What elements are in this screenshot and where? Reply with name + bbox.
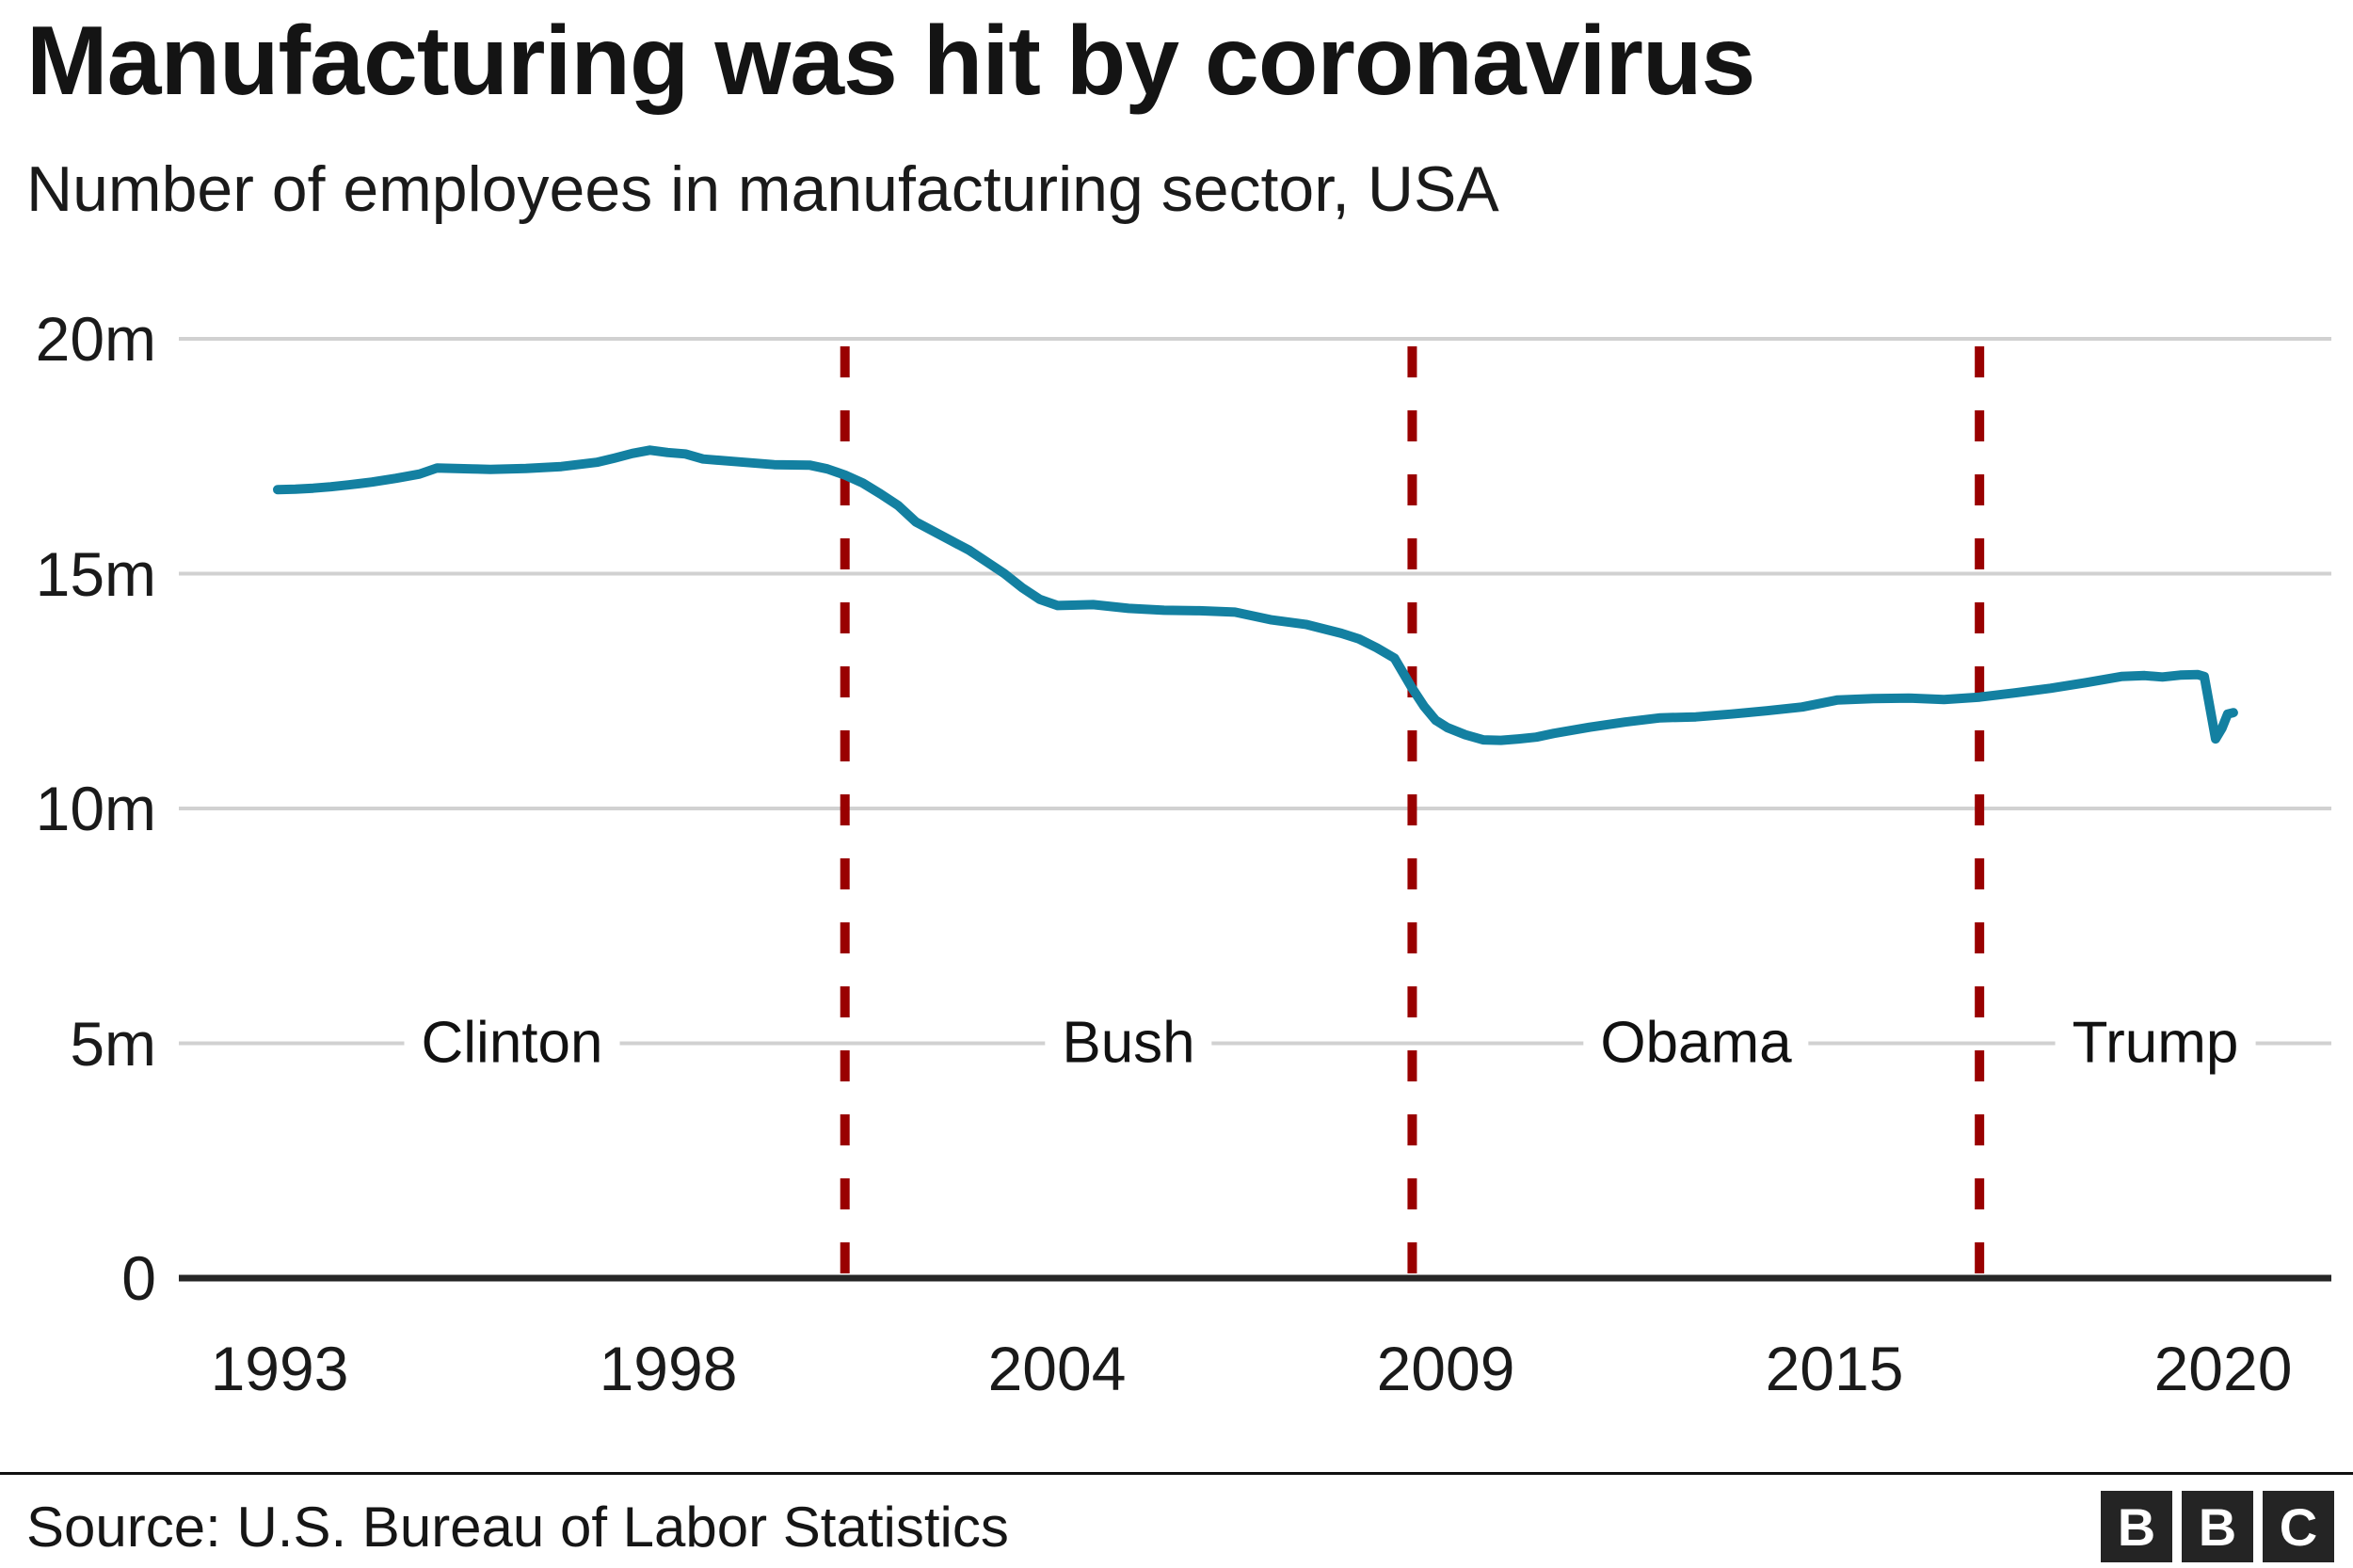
chart-subtitle: Number of employees in manufacturing sec… xyxy=(26,153,1499,225)
y-tick-20m: 20m xyxy=(35,304,156,374)
president-term-divider-lines xyxy=(840,346,1985,1274)
manufacturing-employment-line xyxy=(273,445,2238,745)
x-tick-2020: 2020 xyxy=(2153,1334,2293,1403)
x-tick-1998: 1998 xyxy=(599,1334,738,1403)
y-tick-15m: 15m xyxy=(35,539,156,609)
footer-divider xyxy=(0,1472,2353,1475)
president-label-obama: Obama xyxy=(1583,1007,1809,1079)
y-tick-0: 0 xyxy=(121,1243,156,1313)
bbc-logo-letter-c: C xyxy=(2263,1491,2334,1562)
y-tick-10m: 10m xyxy=(35,774,156,843)
x-tick-2004: 2004 xyxy=(987,1334,1127,1403)
bbc-logo-letter-b2: B xyxy=(2182,1491,2253,1562)
x-tick-2009: 2009 xyxy=(1376,1334,1515,1403)
president-label-clinton: Clinton xyxy=(404,1007,620,1079)
chart-title: Manufacturing was hit by coronavirus xyxy=(26,7,1755,116)
bbc-logo: B B C xyxy=(2101,1491,2334,1562)
bbc-logo-letter-b1: B xyxy=(2101,1491,2172,1562)
president-label-trump: Trump xyxy=(2055,1007,2256,1079)
x-tick-2015: 2015 xyxy=(1765,1334,1904,1403)
y-tick-5m: 5m xyxy=(70,1009,156,1079)
employment-line-series xyxy=(273,445,2238,745)
x-tick-1993: 1993 xyxy=(210,1334,349,1403)
president-label-bush: Bush xyxy=(1045,1007,1212,1079)
source-attribution: Source: U.S. Bureau of Labor Statistics xyxy=(26,1496,1009,1559)
